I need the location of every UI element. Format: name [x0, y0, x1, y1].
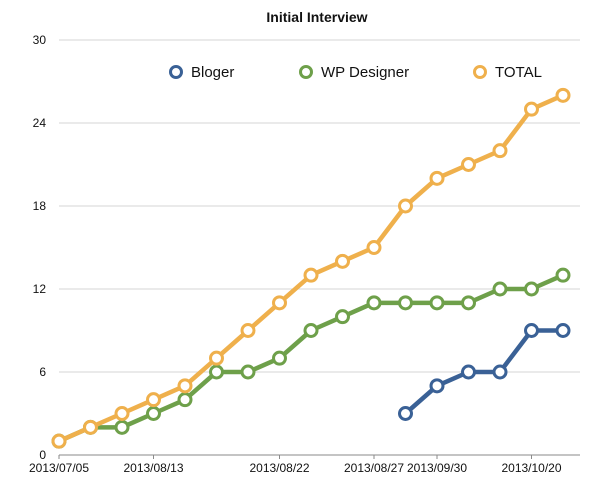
chart-title: Initial Interview [266, 9, 367, 25]
legend-marker [473, 65, 487, 79]
data-point [524, 323, 539, 338]
series-bloger [398, 323, 571, 421]
legend-item-bloger: Bloger [169, 64, 234, 81]
data-point [555, 267, 571, 283]
data-point [114, 406, 130, 421]
data-point [524, 101, 539, 117]
data-point [555, 323, 571, 338]
data-point [335, 253, 350, 269]
data-point [555, 87, 571, 103]
data-point [146, 392, 161, 408]
data-point [51, 433, 67, 449]
series-total [51, 87, 571, 449]
data-point [429, 170, 445, 186]
data-point [240, 323, 256, 338]
data-point [492, 281, 508, 297]
legend-label: WP Designer [321, 64, 409, 81]
legend-marker [169, 65, 183, 79]
y-tick-label: 0 [39, 448, 46, 462]
series-wp-designer [51, 267, 571, 449]
data-point [492, 364, 508, 380]
y-tick-label: 12 [33, 282, 47, 296]
data-point [335, 309, 350, 325]
data-point [398, 406, 413, 421]
data-point [272, 350, 287, 366]
data-point [366, 240, 382, 255]
data-point [209, 364, 224, 380]
y-tick-labels: 0 6 12 18 24 30 [33, 33, 47, 462]
grid-lines [59, 39, 580, 373]
x-tick-label: 2013/09/30 [407, 461, 467, 475]
data-point [492, 143, 508, 159]
y-tick-label: 18 [33, 199, 47, 213]
x-tick-label: 2013/07/05 [29, 461, 89, 475]
x-tick-labels: 2013/07/05 2013/08/13 2013/08/22 2013/08/27… [29, 461, 562, 475]
x-tick-label: 2013/08/13 [123, 461, 183, 475]
data-point [240, 364, 256, 380]
x-tick-label: 2013/08/22 [249, 461, 309, 475]
data-point [429, 378, 445, 394]
legend-item-wp-designer: WP Designer [299, 64, 409, 81]
data-point [524, 281, 539, 297]
data-point [272, 295, 287, 311]
data-point [366, 295, 382, 311]
axes [58, 454, 580, 459]
x-tick-label: 2013/10/20 [501, 461, 561, 475]
y-tick-label: 24 [33, 116, 47, 130]
y-tick-label: 6 [39, 365, 46, 379]
data-point [303, 323, 319, 338]
series-line-wp-designer [56, 272, 566, 444]
series-layer [51, 87, 571, 449]
data-point [429, 295, 445, 311]
legend-label: TOTAL [495, 64, 542, 81]
data-point [461, 295, 476, 311]
legend-label: Bloger [191, 64, 234, 81]
data-point [146, 406, 161, 421]
data-point [177, 378, 193, 394]
data-point [114, 419, 130, 435]
data-point [461, 364, 476, 380]
legend: Bloger WP Designer TOTAL [169, 64, 542, 81]
data-point [398, 198, 413, 214]
data-point [461, 157, 476, 172]
data-point [209, 350, 224, 366]
data-point [83, 419, 98, 435]
x-tick-label: 2013/08/27 [344, 461, 404, 475]
legend-item-total: TOTAL [473, 64, 542, 81]
data-point [398, 295, 413, 311]
data-point [303, 267, 319, 283]
data-point [177, 392, 193, 408]
legend-marker [299, 65, 313, 79]
y-tick-label: 30 [33, 33, 47, 47]
